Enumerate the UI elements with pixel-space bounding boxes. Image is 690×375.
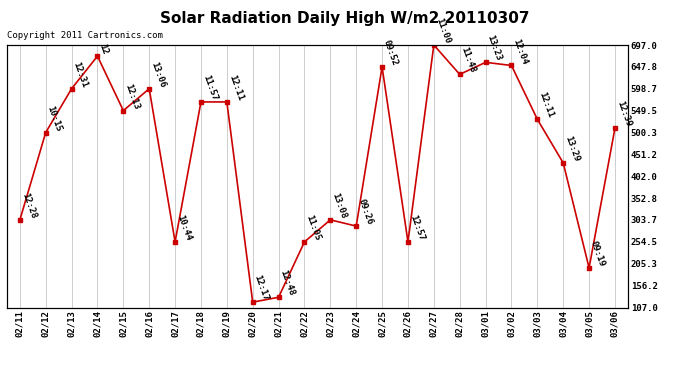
Text: Solar Radiation Daily High W/m2 20110307: Solar Radiation Daily High W/m2 20110307 (160, 11, 530, 26)
Text: 12:31: 12:31 (72, 60, 89, 89)
Text: 12:17: 12:17 (253, 274, 270, 302)
Text: 11:05: 11:05 (304, 213, 322, 242)
Text: 12: 12 (97, 43, 110, 56)
Text: 12:04: 12:04 (511, 37, 529, 66)
Text: 10:15: 10:15 (46, 104, 63, 132)
Text: 13:23: 13:23 (486, 34, 503, 62)
Text: 12:57: 12:57 (408, 213, 426, 242)
Text: 11:48: 11:48 (460, 46, 477, 74)
Text: 11:00: 11:00 (434, 16, 451, 45)
Text: 10:44: 10:44 (175, 213, 193, 242)
Text: 13:08: 13:08 (331, 192, 348, 220)
Text: 12:11: 12:11 (227, 74, 244, 102)
Text: 09:26: 09:26 (356, 198, 374, 226)
Text: 12:11: 12:11 (538, 91, 555, 119)
Text: 12:28: 12:28 (20, 192, 37, 220)
Text: 09:52: 09:52 (382, 39, 400, 67)
Text: 13:06: 13:06 (149, 60, 167, 89)
Text: 12:48: 12:48 (279, 269, 296, 297)
Text: 09:19: 09:19 (589, 240, 607, 268)
Text: 12:13: 12:13 (124, 82, 141, 111)
Text: 12:39: 12:39 (615, 100, 633, 128)
Text: Copyright 2011 Cartronics.com: Copyright 2011 Cartronics.com (7, 31, 163, 40)
Text: 11:57: 11:57 (201, 74, 219, 102)
Text: 13:29: 13:29 (563, 135, 581, 163)
